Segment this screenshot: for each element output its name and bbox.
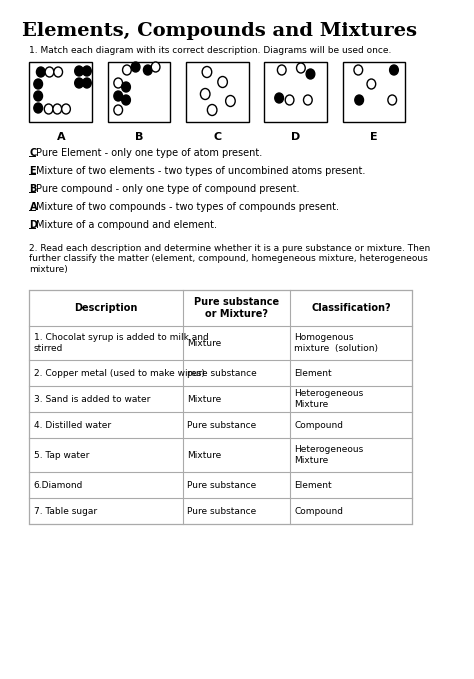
Circle shape — [34, 103, 43, 113]
Text: Description: Description — [74, 303, 138, 313]
Circle shape — [390, 65, 398, 75]
Text: Element: Element — [294, 481, 332, 490]
Text: 3. Sand is added to water: 3. Sand is added to water — [34, 394, 150, 403]
Bar — [343, 62, 405, 122]
Circle shape — [285, 95, 294, 105]
Circle shape — [277, 65, 286, 75]
Circle shape — [123, 65, 131, 75]
Text: Mixture of a compound and element.: Mixture of a compound and element. — [36, 220, 218, 230]
Circle shape — [218, 77, 228, 88]
Text: Pure substance: Pure substance — [187, 507, 256, 515]
Text: Pure compound - only one type of compound present.: Pure compound - only one type of compoun… — [36, 184, 300, 194]
Circle shape — [151, 62, 160, 72]
Text: A: A — [29, 202, 37, 212]
Text: 1. Match each diagram with its correct description. Diagrams will be used once.: 1. Match each diagram with its correct d… — [29, 46, 392, 55]
Circle shape — [114, 78, 123, 88]
Text: Mixture of two compounds - two types of compounds present.: Mixture of two compounds - two types of … — [36, 202, 339, 212]
Text: Classification?: Classification? — [311, 303, 391, 313]
Text: E: E — [370, 132, 378, 142]
Text: Element: Element — [294, 369, 332, 378]
Text: Compound: Compound — [294, 507, 343, 515]
Text: D: D — [29, 220, 37, 230]
Text: 6.Diamond: 6.Diamond — [34, 481, 83, 490]
Bar — [108, 62, 171, 122]
Circle shape — [75, 78, 83, 88]
Text: 5. Tap water: 5. Tap water — [34, 450, 89, 460]
Circle shape — [62, 104, 70, 114]
Circle shape — [207, 105, 217, 115]
Bar — [186, 62, 249, 122]
Text: Mixture: Mixture — [187, 394, 221, 403]
Text: 7. Table sugar: 7. Table sugar — [34, 507, 97, 515]
Circle shape — [122, 95, 130, 105]
Circle shape — [297, 63, 305, 73]
Circle shape — [388, 95, 397, 105]
Circle shape — [34, 91, 43, 101]
Text: Compound: Compound — [294, 420, 343, 430]
Bar — [264, 62, 327, 122]
Text: Elements, Compounds and Mixtures: Elements, Compounds and Mixtures — [22, 22, 418, 40]
Text: Pure substance: Pure substance — [187, 420, 256, 430]
Bar — [29, 62, 92, 122]
Text: pure substance: pure substance — [187, 369, 257, 378]
Circle shape — [114, 91, 123, 101]
Circle shape — [201, 88, 210, 100]
Text: B: B — [135, 132, 143, 142]
Text: Pure substance: Pure substance — [187, 481, 256, 490]
Circle shape — [354, 65, 363, 75]
Circle shape — [45, 67, 54, 77]
Text: Heterogeneous
Mixture: Heterogeneous Mixture — [294, 445, 364, 464]
Text: Pure Element - only one type of atom present.: Pure Element - only one type of atom pre… — [36, 148, 263, 158]
Text: 1. Chocolat syrup is added to milk and
stirred: 1. Chocolat syrup is added to milk and s… — [34, 333, 209, 352]
Text: E: E — [29, 166, 36, 176]
Circle shape — [122, 82, 130, 92]
Text: 2. Read each description and determine whether it is a pure substance or mixture: 2. Read each description and determine w… — [29, 244, 431, 274]
Text: Homogenous
mixture  (solution): Homogenous mixture (solution) — [294, 333, 378, 352]
Circle shape — [202, 67, 212, 77]
Circle shape — [114, 105, 123, 115]
Text: C: C — [29, 148, 36, 158]
Circle shape — [75, 66, 83, 76]
Circle shape — [355, 95, 364, 105]
Circle shape — [36, 67, 45, 77]
Text: Mixture: Mixture — [187, 339, 221, 348]
Circle shape — [82, 78, 91, 88]
Text: A: A — [56, 132, 65, 142]
Text: 2. Copper metal (used to make wires): 2. Copper metal (used to make wires) — [34, 369, 205, 378]
Text: C: C — [213, 132, 221, 142]
Circle shape — [144, 65, 152, 75]
Circle shape — [34, 79, 43, 89]
Circle shape — [226, 96, 235, 107]
Circle shape — [82, 66, 91, 76]
Text: Heterogeneous
Mixture: Heterogeneous Mixture — [294, 389, 364, 409]
Circle shape — [303, 95, 312, 105]
Circle shape — [367, 79, 376, 89]
Circle shape — [53, 104, 62, 114]
Text: Mixture of two elements - two types of uncombined atoms present.: Mixture of two elements - two types of u… — [36, 166, 366, 176]
Text: D: D — [291, 132, 301, 142]
Text: 4. Distilled water: 4. Distilled water — [34, 420, 111, 430]
Text: B: B — [29, 184, 37, 194]
Circle shape — [275, 93, 283, 103]
Circle shape — [131, 62, 140, 72]
Text: Pure substance
or Mixture?: Pure substance or Mixture? — [193, 297, 279, 319]
Circle shape — [44, 104, 53, 114]
Text: Mixture: Mixture — [187, 450, 221, 460]
Circle shape — [54, 67, 63, 77]
Circle shape — [306, 69, 315, 79]
Bar — [29, 290, 412, 524]
